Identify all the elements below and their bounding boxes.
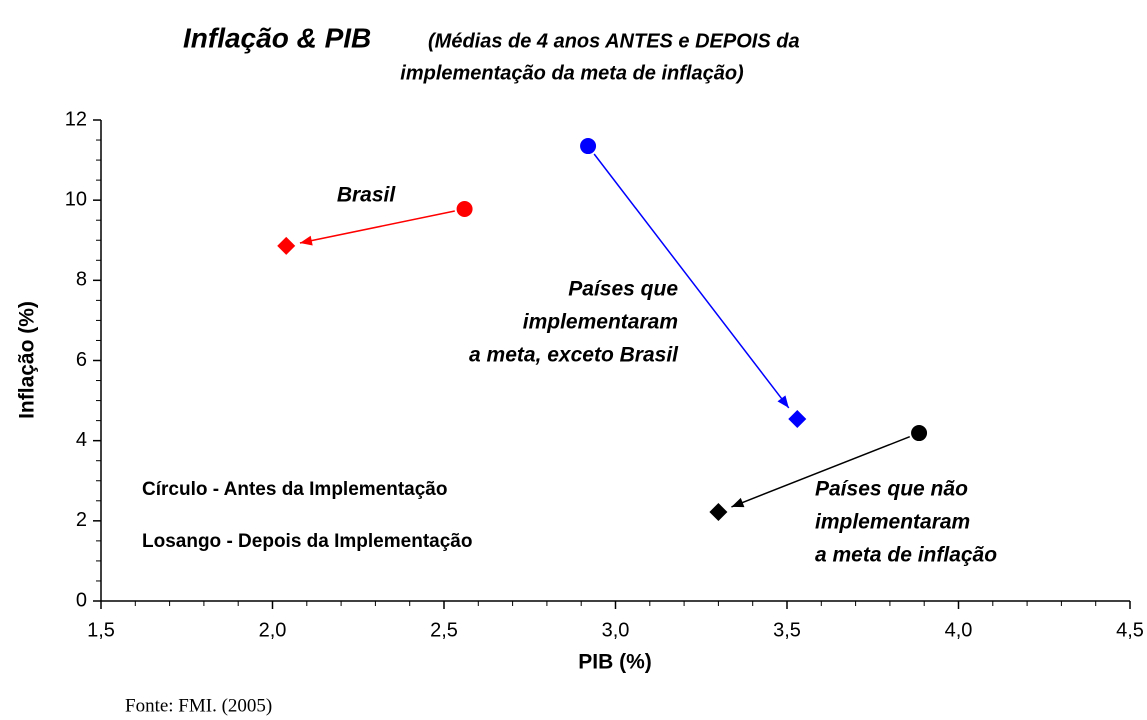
x-tick-label: 2,0 xyxy=(259,619,287,641)
x-tick-label: 3,0 xyxy=(602,619,630,641)
chart-subtitle: (Médias de 4 anos ANTES e DEPOIS da xyxy=(428,30,800,52)
y-tick-label: 12 xyxy=(65,108,87,130)
chart-subtitle: implementação da meta de inflação) xyxy=(400,62,744,84)
point-before xyxy=(911,425,928,442)
arrow-head xyxy=(777,395,789,408)
annotation: Círculo - Antes da Implementação xyxy=(142,479,447,500)
y-tick-label: 6 xyxy=(76,349,87,371)
series-label: Países que não xyxy=(815,478,968,501)
y-tick-label: 4 xyxy=(76,429,87,451)
series-label: Países que xyxy=(568,278,678,301)
arrow-line xyxy=(593,153,790,409)
y-tick-label: 10 xyxy=(65,188,87,210)
series-label: Brasil xyxy=(337,184,397,207)
point-after xyxy=(277,236,296,255)
series-label: a meta de inflação xyxy=(815,544,997,567)
series-label: a meta, exceto Brasil xyxy=(469,344,679,367)
series-label: implementaram xyxy=(815,511,970,534)
y-tick-label: 2 xyxy=(76,509,87,531)
point-before xyxy=(456,200,473,217)
series-label: implementaram xyxy=(523,311,678,334)
arrow-line xyxy=(731,436,911,508)
chart-title: Inflação & PIB xyxy=(183,22,371,53)
arrow-line xyxy=(299,210,455,244)
x-tick-label: 1,5 xyxy=(87,619,115,641)
x-tick-label: 4,5 xyxy=(1116,619,1144,641)
x-axis-label: PIB (%) xyxy=(578,651,652,674)
x-tick-label: 4,0 xyxy=(945,619,973,641)
source: Fonte: FMI. (2005) xyxy=(125,695,272,716)
point-after xyxy=(709,503,728,522)
y-axis-label: Inflação (%) xyxy=(16,301,39,419)
x-tick-label: 3,5 xyxy=(773,619,801,641)
annotation: Losango - Depois da Implementação xyxy=(142,531,472,552)
point-after xyxy=(788,410,807,429)
point-before xyxy=(580,138,597,155)
y-tick-label: 0 xyxy=(76,589,87,611)
x-tick-label: 2,5 xyxy=(430,619,458,641)
arrow-head xyxy=(731,497,745,508)
arrow-head xyxy=(299,235,313,246)
y-tick-label: 8 xyxy=(76,269,87,291)
